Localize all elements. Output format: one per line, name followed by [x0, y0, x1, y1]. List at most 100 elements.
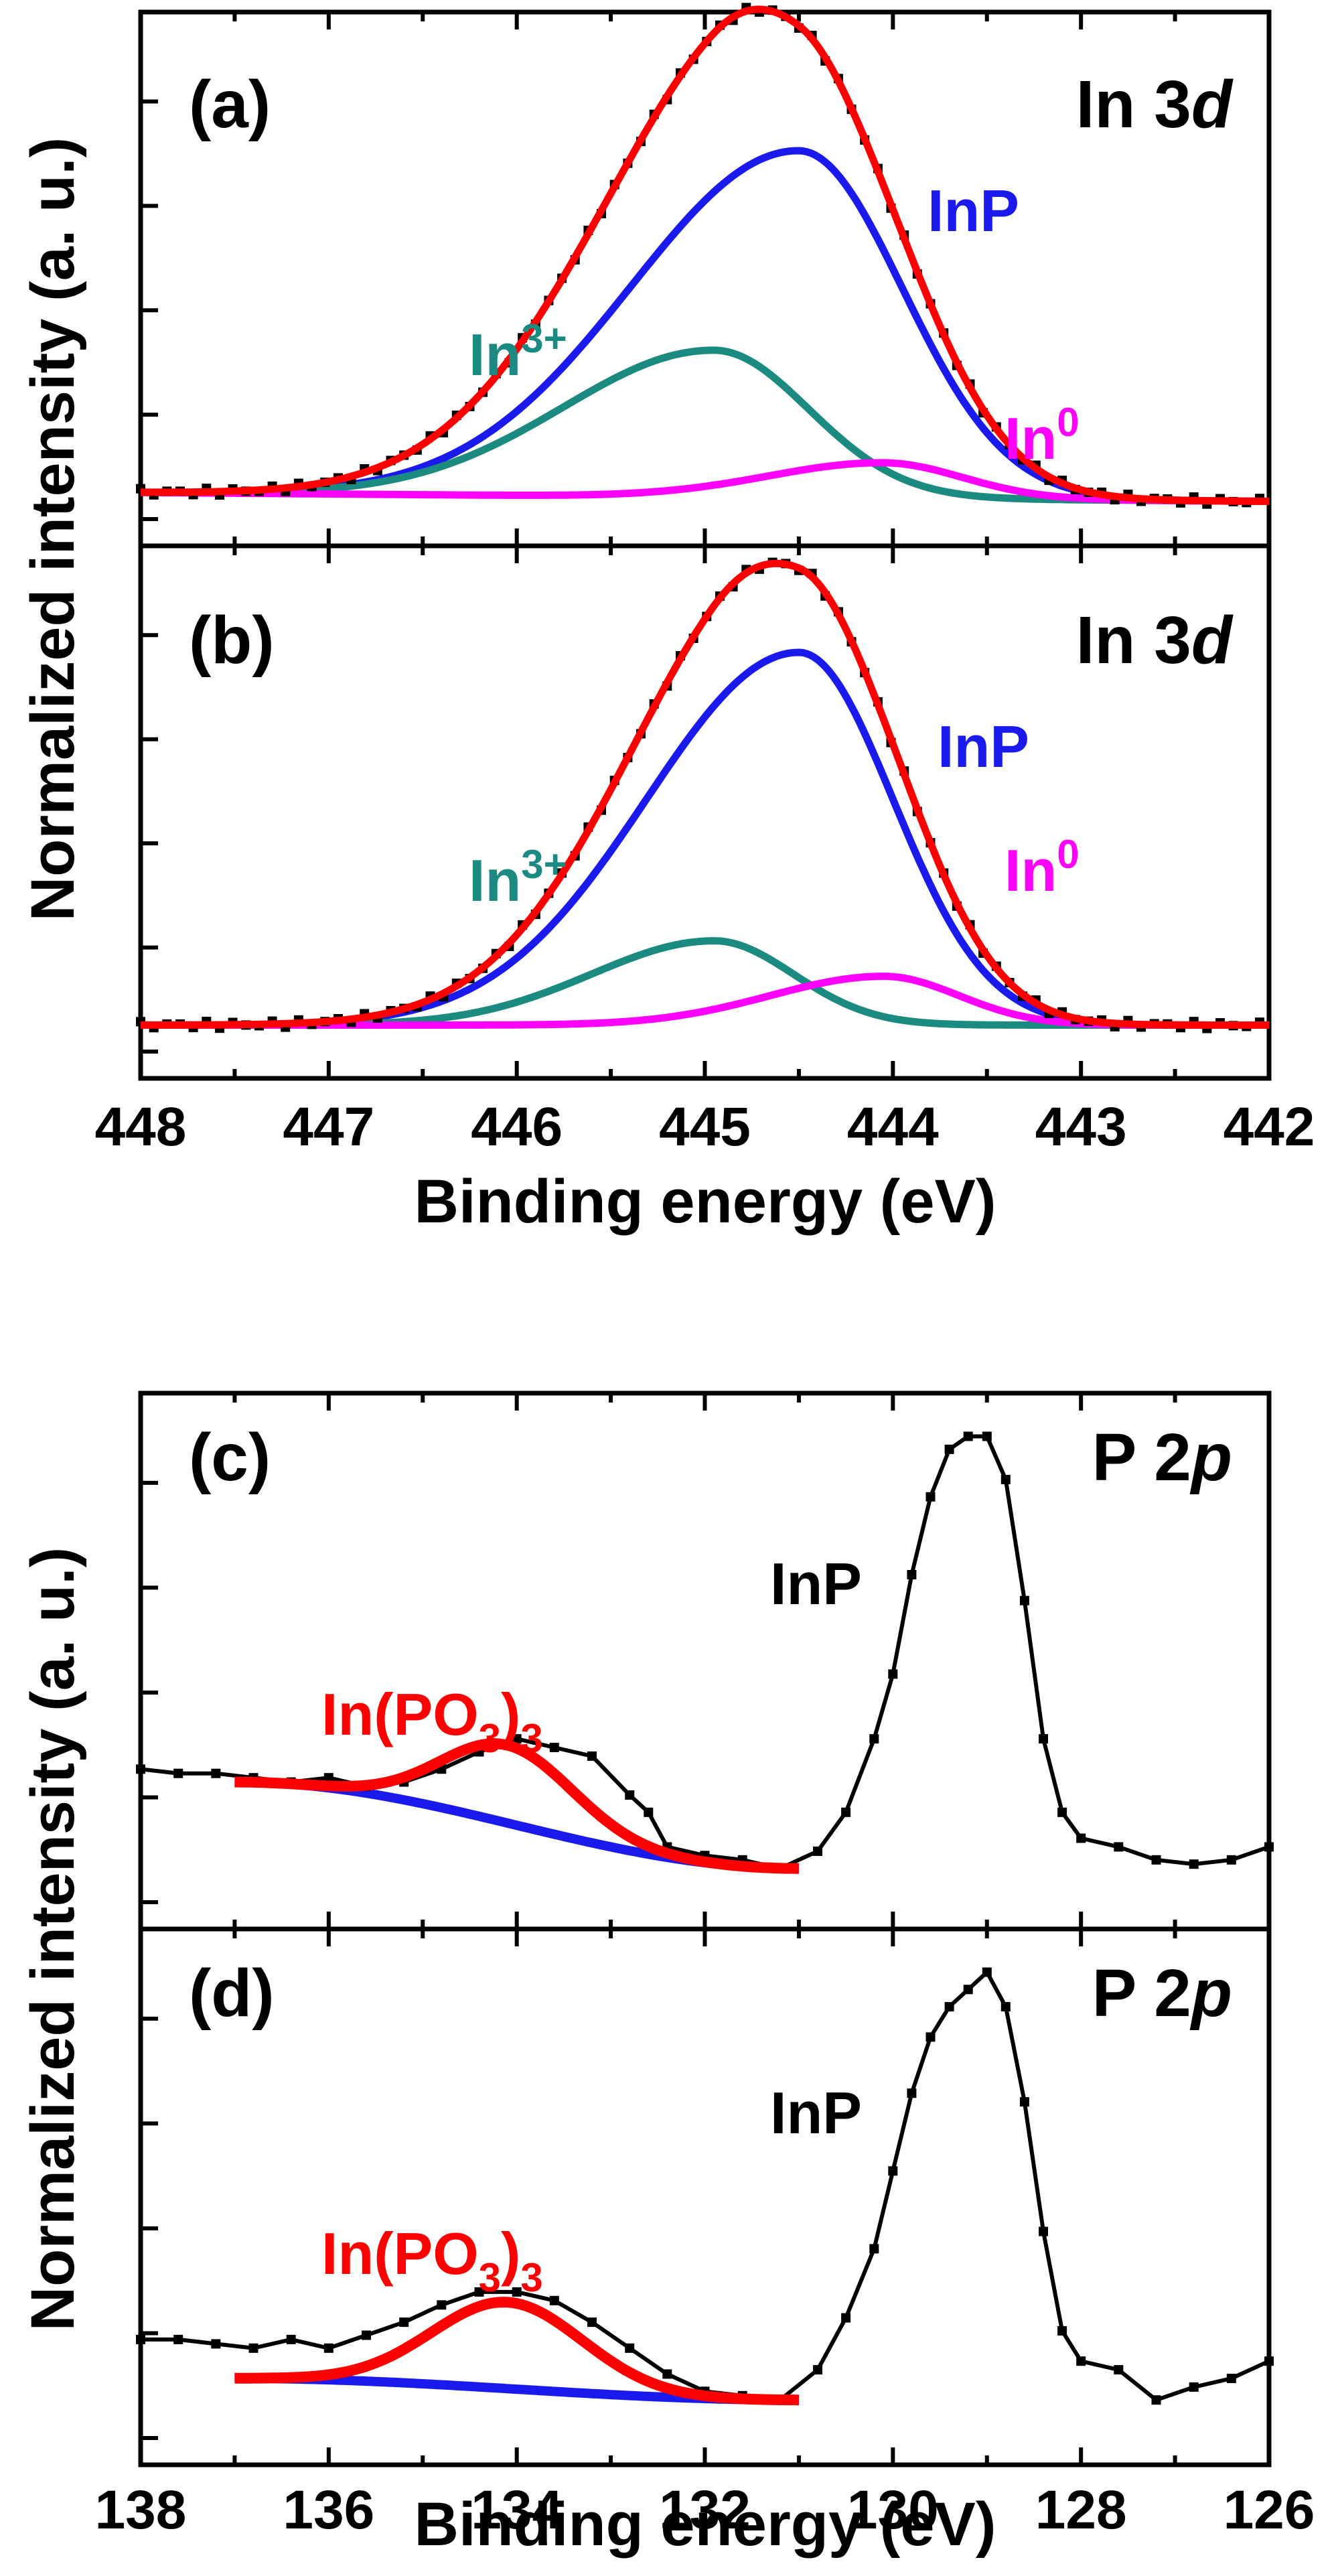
label-in0: In0 — [1005, 832, 1080, 904]
in0-component-curve — [141, 459, 1270, 506]
data-point — [323, 1773, 334, 1783]
data-point — [662, 2369, 672, 2379]
data-point — [813, 2365, 822, 2375]
data-point — [1226, 2374, 1236, 2383]
data-point — [625, 1790, 635, 1800]
x-tick-label: 446 — [471, 1096, 563, 1157]
data-point — [1076, 1833, 1086, 1843]
data-point — [644, 1807, 654, 1817]
panel-letter: (d) — [189, 1956, 275, 2031]
data-point — [888, 1669, 898, 1679]
data-point — [1151, 1855, 1161, 1865]
x-tick-label: 444 — [847, 1096, 939, 1157]
data-point — [211, 2339, 221, 2349]
data-point — [136, 2334, 145, 2344]
data-point — [1019, 1595, 1029, 1605]
data-point — [813, 1846, 822, 1856]
label-in3plus: In3+ — [469, 842, 567, 914]
data-point — [136, 1764, 145, 1774]
xlabel-bottom: Binding energy (eV) — [415, 2490, 996, 2559]
data-point — [925, 1492, 936, 1502]
x-tick-labels-top: 448 447 446 445 444 443 442 — [95, 1096, 1315, 1157]
label-in-po3-3: In(PO3)3 — [321, 2220, 543, 2300]
data-point — [625, 2343, 635, 2353]
data-point — [587, 1751, 597, 1761]
data-point — [549, 2295, 559, 2305]
data-point — [1057, 2326, 1067, 2336]
data-point — [944, 1444, 954, 1454]
x-tick-label: 134 — [471, 2480, 563, 2541]
x-tick-label: 130 — [847, 2480, 939, 2541]
data-point — [1057, 1807, 1067, 1817]
x-tick-label: 128 — [1035, 2480, 1127, 2541]
label-inp: InP — [928, 177, 1019, 244]
data-point — [869, 2244, 879, 2254]
panel-d: (d) P 2p InP In(PO3)3 — [136, 1926, 1274, 2467]
data-point — [173, 1768, 183, 1778]
data-point — [173, 2334, 183, 2344]
panel-letter: (a) — [189, 67, 271, 142]
data-point — [944, 2002, 954, 2012]
data-point — [1264, 2356, 1274, 2366]
data-point — [1226, 1855, 1236, 1865]
x-tick-label: 132 — [659, 2480, 751, 2541]
data-point — [963, 1985, 973, 1995]
data-point — [437, 2300, 447, 2310]
panel-title: P 2p — [1092, 1420, 1232, 1495]
ylabel-top: Normalized intensity (a. u.) — [19, 137, 87, 922]
xlabel-top: Binding energy (eV) — [415, 1167, 996, 1236]
x-tick-label: 138 — [95, 2480, 187, 2541]
data-point — [286, 2334, 296, 2344]
label-in0: In0 — [1005, 400, 1080, 472]
data-point — [1189, 1859, 1199, 1869]
label-in-po3-3: In(PO3)3 — [321, 1681, 543, 1761]
panel-letter: (b) — [189, 603, 275, 678]
data-point — [474, 2287, 484, 2297]
data-point — [982, 1431, 992, 1441]
x-tick-label: 445 — [659, 1096, 751, 1157]
ylabel-bottom: Normalized intensity (a. u.) — [19, 1547, 87, 2332]
data-point — [399, 2317, 409, 2328]
data-point — [1189, 2382, 1199, 2392]
data-point — [323, 2343, 334, 2353]
data-point — [1039, 1734, 1048, 1744]
data-point — [925, 2032, 936, 2042]
data-point — [888, 2166, 898, 2176]
panel-title: P 2p — [1092, 1956, 1232, 2031]
label-inp: InP — [938, 713, 1029, 780]
panel-title: In 3d — [1076, 603, 1234, 678]
envelope-curve — [234, 2297, 800, 2406]
data-point — [362, 2330, 371, 2340]
data-point — [512, 2287, 522, 2297]
panel-c: (c) P 2p InP In(PO3)3 — [136, 1390, 1274, 1932]
data-point — [841, 1807, 851, 1817]
data-point — [907, 2088, 917, 2098]
envelope-curve — [141, 5, 1270, 506]
data-point — [1000, 2002, 1011, 2012]
panel-letter: (c) — [189, 1420, 271, 1495]
envelope-curve — [234, 1738, 800, 1874]
data-point — [1114, 1842, 1124, 1852]
data-point — [248, 2343, 258, 2353]
label-inp: InP — [770, 1551, 862, 1617]
x-tick-label: 448 — [95, 1096, 187, 1157]
data-point — [1076, 2356, 1086, 2366]
data-point — [1114, 2365, 1124, 2375]
data-point — [841, 2313, 851, 2323]
data-point — [211, 1768, 221, 1778]
x-tick-labels-bottom: 138 136 134 132 130 128 126 — [95, 2480, 1315, 2541]
panel-a: (a) In 3d InP In3+ In0 — [136, 3, 1272, 549]
x-tick-label: 442 — [1224, 1096, 1315, 1157]
x-tick-label: 136 — [283, 2480, 374, 2541]
data-point — [1000, 1475, 1011, 1484]
envelope-curve — [141, 559, 1269, 1029]
x-tick-label: 443 — [1035, 1096, 1127, 1157]
data-point — [587, 2317, 597, 2328]
x-tick-label: 447 — [283, 1096, 374, 1157]
data-point — [982, 1967, 992, 1977]
label-inp: InP — [770, 2080, 862, 2146]
data-point — [512, 1734, 522, 1744]
data-point — [907, 1570, 917, 1579]
data-point — [1264, 1842, 1274, 1852]
